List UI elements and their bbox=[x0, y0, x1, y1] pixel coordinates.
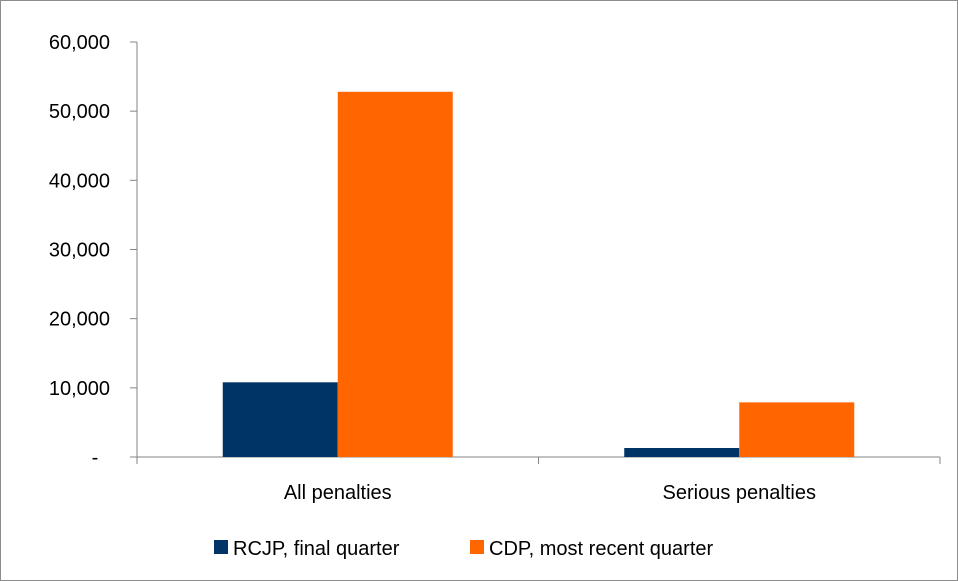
category-label: Serious penalties bbox=[663, 482, 816, 504]
legend-swatch bbox=[470, 540, 484, 554]
bar-rcjp-0 bbox=[222, 382, 338, 457]
legend-label: CDP, most recent quarter bbox=[489, 538, 714, 560]
y-tick-label: 10,000 bbox=[49, 378, 110, 400]
y-tick-label: - bbox=[92, 447, 99, 469]
legend-label: RCJP, final quarter bbox=[233, 538, 400, 560]
bars bbox=[222, 91, 855, 458]
y-tick-label: 40,000 bbox=[49, 170, 110, 192]
bar-rcjp-1 bbox=[624, 448, 740, 457]
x-axis: All penalties Serious penalties bbox=[136, 456, 941, 504]
category-label: All penalties bbox=[284, 482, 392, 504]
y-tick-label: 60,000 bbox=[49, 32, 110, 54]
bar-cdp-0 bbox=[337, 91, 453, 458]
y-tick-label: 50,000 bbox=[49, 101, 110, 123]
legend-swatch bbox=[214, 540, 228, 554]
y-tick-label: 30,000 bbox=[49, 240, 110, 262]
bar-cdp-1 bbox=[739, 402, 855, 457]
legend: RCJP, final quarter CDP, most recent quar… bbox=[214, 538, 714, 560]
y-tick-label: 20,000 bbox=[49, 309, 110, 331]
y-axis: - 10,000 20,000 30,000 40,000 50,000 60,000 bbox=[49, 32, 138, 469]
